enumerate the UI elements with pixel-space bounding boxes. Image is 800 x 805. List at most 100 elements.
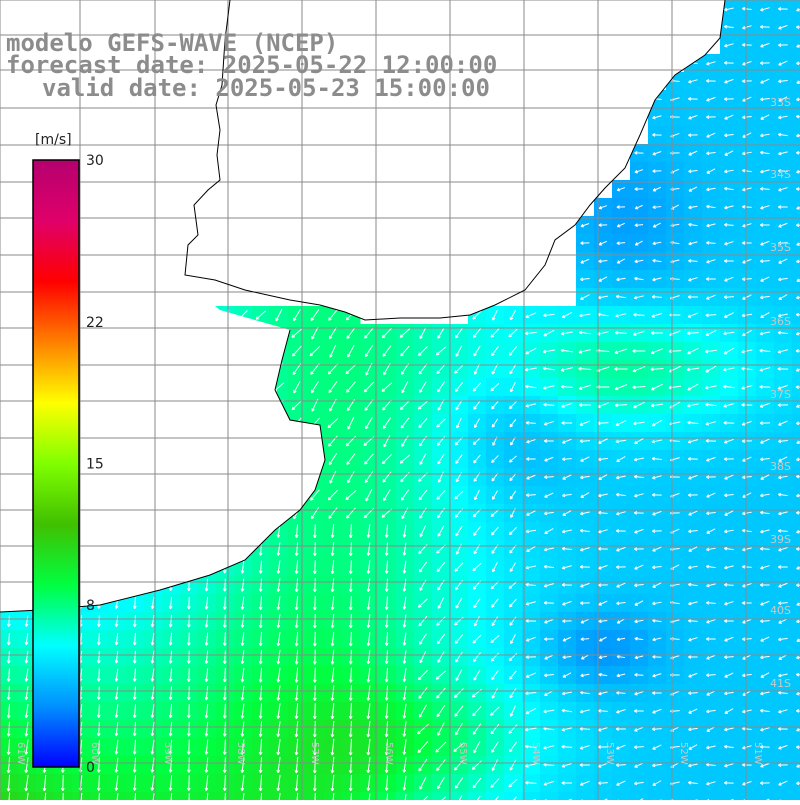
field-cell bbox=[792, 468, 800, 487]
wind-arrow-head bbox=[707, 622, 710, 623]
wind-arrow-head bbox=[633, 335, 636, 336]
wind-arrow-head bbox=[562, 407, 565, 408]
field-cell bbox=[792, 720, 800, 739]
field-cell bbox=[792, 198, 800, 217]
wind-arrow-head bbox=[797, 172, 800, 173]
wind-arrow-head bbox=[779, 190, 782, 191]
wind-arrow-head bbox=[436, 354, 439, 355]
wind-arrow-head bbox=[615, 353, 618, 354]
wind-arrow-head bbox=[544, 586, 547, 587]
wind-arrow-head bbox=[598, 532, 601, 533]
wind-arrow bbox=[315, 650, 316, 664]
wind-arrow-head bbox=[526, 604, 529, 605]
wind-arrow-head bbox=[760, 370, 763, 371]
wind-arrow-head bbox=[706, 424, 709, 425]
wind-arrow-head bbox=[527, 442, 530, 443]
wind-arrow-head bbox=[688, 82, 691, 83]
wind-arrow-head bbox=[562, 568, 565, 569]
wind-arrow-head bbox=[743, 586, 746, 587]
wind-arrow-head bbox=[778, 712, 781, 713]
wind-arrow-head bbox=[796, 694, 799, 695]
wind-arrow bbox=[315, 703, 316, 719]
wind-arrow bbox=[225, 632, 226, 645]
wind-arrow-head bbox=[580, 550, 583, 551]
field-cell bbox=[792, 234, 800, 253]
wind-arrow-head bbox=[761, 568, 764, 569]
wind-arrow-head bbox=[689, 640, 692, 641]
wind-arrow-head bbox=[418, 733, 421, 734]
wind-arrow-head bbox=[364, 445, 367, 446]
wind-arrow-head bbox=[544, 425, 547, 426]
wind-arrow-head bbox=[616, 712, 619, 713]
field-cell bbox=[792, 72, 800, 91]
wind-arrow-head bbox=[761, 208, 764, 209]
wind-arrow-head bbox=[743, 226, 746, 227]
wind-arrow bbox=[351, 578, 352, 592]
wind-arrow bbox=[351, 560, 352, 574]
wind-arrow-head bbox=[725, 244, 728, 245]
wind-arrow bbox=[225, 579, 226, 591]
field-cell bbox=[792, 630, 800, 649]
wind-arrow bbox=[351, 542, 352, 556]
wind-arrow-head bbox=[652, 478, 655, 479]
wind-arrow-head bbox=[510, 461, 513, 462]
wind-arrow-head bbox=[382, 391, 385, 392]
wind-arrow bbox=[225, 597, 226, 610]
wind-arrow-head bbox=[779, 550, 782, 551]
wind-arrow bbox=[225, 614, 226, 627]
wind-arrow-head bbox=[778, 352, 781, 353]
wind-arrow bbox=[99, 669, 100, 682]
wind-arrow-head bbox=[796, 334, 799, 335]
wind-arrow-head bbox=[724, 406, 727, 407]
wind-arrow-head bbox=[491, 642, 494, 643]
wind-arrow-head bbox=[400, 463, 403, 464]
wind-arrow bbox=[99, 704, 100, 718]
wind-arrow-head bbox=[472, 696, 475, 697]
wind-arrow-head bbox=[760, 10, 763, 11]
wind-arrow-head bbox=[653, 676, 656, 677]
wind-arrow-head bbox=[706, 64, 709, 65]
wind-arrow bbox=[315, 668, 316, 683]
wind-arrow-head bbox=[400, 337, 403, 338]
field-cell bbox=[792, 270, 800, 289]
field-cell bbox=[792, 0, 800, 19]
wind-arrow-head bbox=[635, 694, 638, 695]
field-cell bbox=[792, 432, 800, 451]
wind-arrow bbox=[351, 524, 352, 538]
wind-arrow bbox=[99, 686, 100, 699]
field-cell bbox=[792, 594, 800, 613]
wind-arrow-head bbox=[797, 532, 800, 533]
wind-arrow-head bbox=[418, 408, 421, 409]
wind-arrow bbox=[315, 685, 316, 700]
wind-arrow-head bbox=[707, 262, 710, 263]
wind-arrow bbox=[315, 721, 316, 737]
wind-arrow-head bbox=[724, 46, 727, 47]
wind-arrow-head bbox=[455, 624, 458, 625]
field-cell bbox=[792, 558, 800, 577]
wind-arrow-head bbox=[688, 442, 691, 443]
field-cell bbox=[792, 108, 800, 127]
wind-arrow-head bbox=[491, 516, 494, 517]
wind-arrow-head bbox=[653, 118, 656, 119]
wind-arrow-head bbox=[256, 319, 259, 320]
wind-arrow-head bbox=[725, 604, 728, 605]
wind-arrow bbox=[225, 650, 226, 664]
wind-arrow-head bbox=[382, 517, 385, 518]
field-cell bbox=[792, 396, 800, 415]
field-cell bbox=[792, 36, 800, 55]
wind-arrow-head bbox=[598, 731, 601, 732]
wind-arrow-head bbox=[579, 389, 582, 390]
wind-arrow-head bbox=[509, 588, 512, 589]
wind-arrow-head bbox=[689, 280, 692, 281]
wind-arrow-head bbox=[652, 317, 655, 318]
wind-arrow-head bbox=[742, 28, 745, 29]
wind-arrow-head bbox=[436, 679, 439, 680]
wind-arrow-head bbox=[634, 496, 637, 497]
wind-arrow-head bbox=[742, 388, 745, 389]
field-cell bbox=[792, 360, 800, 379]
wind-arrow-head bbox=[473, 570, 476, 571]
wind-arrow-head bbox=[346, 499, 349, 500]
wind-arrow-head bbox=[292, 337, 295, 338]
